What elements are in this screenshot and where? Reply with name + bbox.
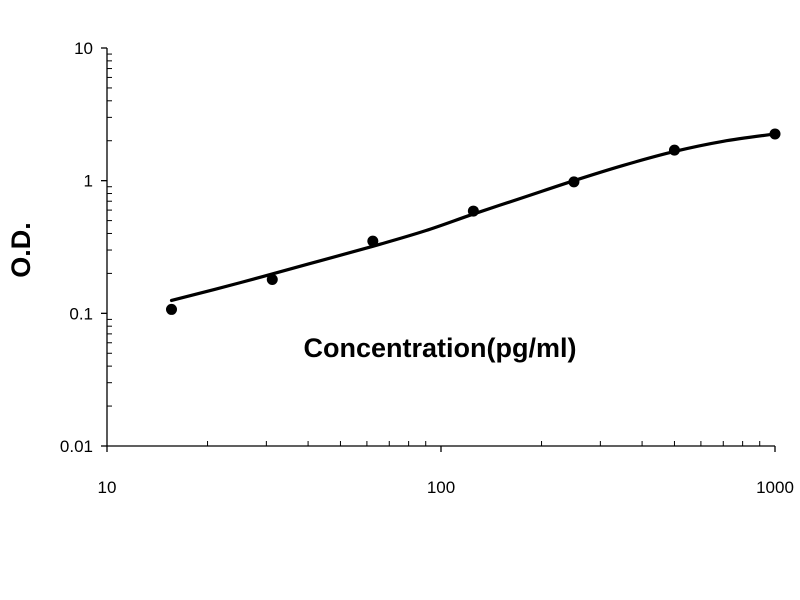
point-layer [166, 128, 781, 315]
curve-layer [169, 132, 777, 303]
data-point [166, 303, 178, 315]
y-tick-label: 0.1 [69, 304, 93, 323]
y-tick-label: 10 [74, 39, 93, 58]
data-point [467, 205, 479, 217]
x-tick-label: 10 [98, 478, 117, 497]
y-tick-label: 0.01 [60, 437, 93, 456]
data-point [367, 235, 379, 247]
data-point [769, 128, 781, 140]
data-point [568, 176, 580, 188]
data-point [668, 144, 680, 156]
axes [106, 48, 775, 447]
x-tick-label: 100 [427, 478, 455, 497]
ticks: 0.01 0.1 1 10 10 100 1000 [60, 39, 794, 497]
x-axis-title: Concentration(pg/ml) [304, 333, 577, 363]
x-tick-label: 1000 [756, 478, 794, 497]
data-point [266, 273, 278, 285]
y-axis-title: O.D. [6, 222, 36, 278]
y-tick-label: 1 [84, 172, 93, 191]
fit-curve-line [169, 132, 777, 303]
